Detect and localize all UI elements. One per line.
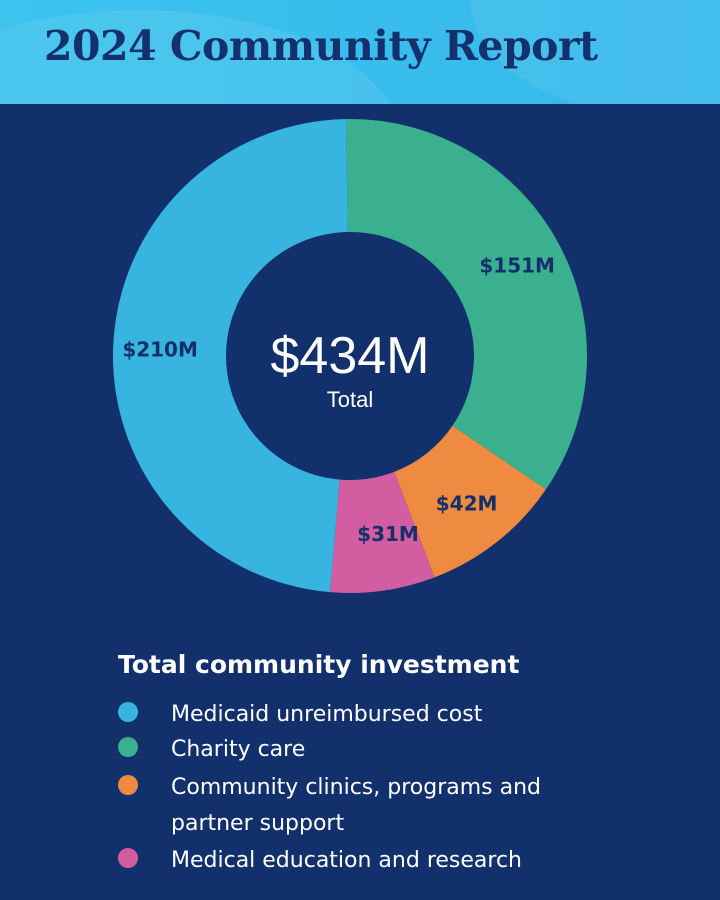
legend-dot-icon xyxy=(118,775,138,795)
slice-label-charity-care: $151M xyxy=(479,254,555,278)
legend-label: Medical education and research xyxy=(171,848,522,873)
slice-medical-education xyxy=(330,471,435,593)
legend-label: Medicaid unreimbursed cost xyxy=(171,702,483,727)
legend-label: Community clinics, programs and partner … xyxy=(171,775,541,836)
slice-label-community-clinics: $42M xyxy=(436,491,498,515)
chart-center-caption: Total xyxy=(326,387,374,412)
legend-label: Charity care xyxy=(171,737,306,762)
legend-dot-icon xyxy=(118,737,138,757)
report-header: 2024 Community Report xyxy=(0,0,720,104)
slice-label-medical-education: $31M xyxy=(357,522,419,546)
slice-community-clinics xyxy=(394,425,546,578)
legend-dot-icon xyxy=(118,848,138,868)
slice-charity-care xyxy=(345,119,587,490)
chart-center-total: $434M xyxy=(270,327,430,385)
report-title: 2024 Community Report xyxy=(44,22,598,70)
legend-title: Total community investment xyxy=(118,650,520,679)
legend-dot-icon xyxy=(118,702,138,722)
donut-chart: $151M $42M $31M $210M xyxy=(113,119,587,593)
slice-label-medicaid: $210M xyxy=(122,338,198,362)
slice-medicaid xyxy=(113,119,348,593)
